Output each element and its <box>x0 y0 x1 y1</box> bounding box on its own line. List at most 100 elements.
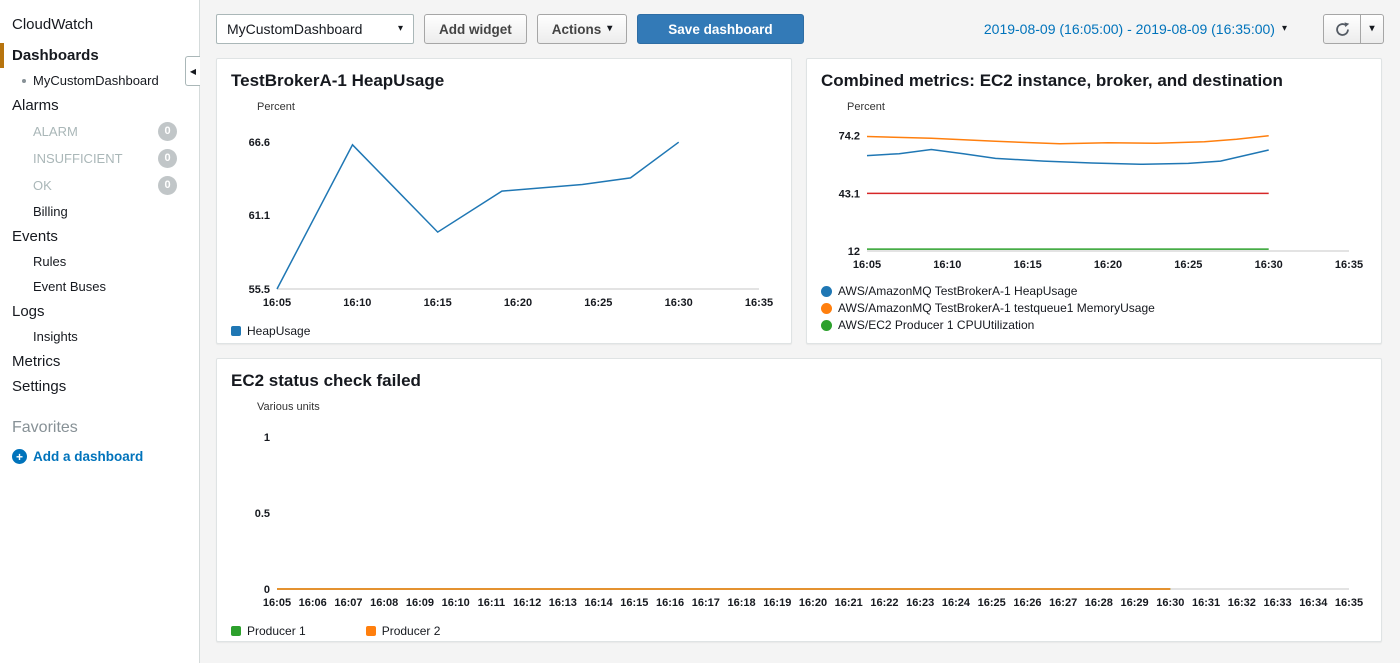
app-title[interactable]: CloudWatch <box>12 16 94 33</box>
x-tick-label: 16:10 <box>442 597 470 609</box>
chevron-down-icon: ▾ <box>1281 23 1287 34</box>
x-tick-label: 16:11 <box>478 597 506 609</box>
x-tick-label: 16:35 <box>745 297 773 309</box>
x-tick-label: 16:23 <box>906 597 934 609</box>
legend-item[interactable]: AWS/EC2 Producer 1 CPUUtilization <box>821 318 1367 332</box>
x-tick-label: 16:10 <box>343 297 371 309</box>
x-tick-label: 16:19 <box>763 597 791 609</box>
sidebar-item-insufficient-state[interactable]: INSUFFICIENT 0 <box>0 145 199 172</box>
time-range-text: 2019-08-09 (16:05:00) - 2019-08-09 (16:3… <box>983 21 1275 37</box>
widget-ec2-status-check: EC2 status check failed Various units 1 0… <box>216 358 1382 642</box>
widget-heapusage: TestBrokerA-1 HeapUsage Percent 66.6 61.1… <box>216 58 792 344</box>
sidebar-item-label: ALARM <box>33 124 78 139</box>
legend-item[interactable]: Producer 1 <box>231 624 306 638</box>
legend-label: HeapUsage <box>247 324 311 338</box>
refresh-button[interactable] <box>1323 14 1361 44</box>
chart-legend: AWS/AmazonMQ TestBrokerA-1 HeapUsage AWS/… <box>821 284 1367 332</box>
widget-title[interactable]: EC2 status check failed <box>231 371 421 390</box>
widget-title[interactable]: TestBrokerA-1 HeapUsage <box>231 71 445 90</box>
x-tick-label: 16:09 <box>406 597 434 609</box>
x-tick-label: 16:10 <box>933 259 961 271</box>
legend-swatch-icon <box>231 626 241 636</box>
x-tick-label: 16:05 <box>853 259 881 271</box>
x-tick-label: 16:16 <box>656 597 684 609</box>
x-tick-label: 16:28 <box>1085 597 1113 609</box>
x-tick-label: 16:31 <box>1192 597 1220 609</box>
sidebar-item-metrics[interactable]: Metrics <box>12 353 61 370</box>
sidebar-item-insights[interactable]: Insights <box>33 329 78 344</box>
x-tick-label: 16:07 <box>334 597 362 609</box>
y-tick-label: 43.1 <box>839 188 860 200</box>
chart-legend: HeapUsage <box>231 324 777 338</box>
chevron-down-icon: ▾ <box>1369 23 1375 34</box>
x-tick-label: 16:20 <box>504 297 532 309</box>
x-tick-label: 16:30 <box>1255 259 1283 271</box>
sidebar-collapse-button[interactable]: ◀ <box>185 56 200 86</box>
sidebar-item-rules[interactable]: Rules <box>33 254 67 269</box>
sidebar-item-billing[interactable]: Billing <box>33 204 68 219</box>
chevron-down-icon: ▾ <box>397 23 403 34</box>
chart-canvas: 66.6 61.1 55.516:05 16:10 16:15 16:20 16:25 16:… <box>249 137 773 309</box>
legend-item[interactable]: Producer 2 <box>365 624 441 638</box>
x-tick-label: 16:30 <box>665 297 693 309</box>
add-dashboard-link[interactable]: + Add a dashboard <box>0 444 199 469</box>
x-tick-label: 16:25 <box>978 597 1006 609</box>
x-tick-label: 16:08 <box>370 597 398 609</box>
alarm-count-badge: 0 <box>158 122 177 141</box>
sidebar-item-ok-state[interactable]: OK 0 <box>0 172 199 199</box>
legend-label: AWS/EC2 Producer 1 CPUUtilization <box>838 318 1035 332</box>
y-tick-label: 66.6 <box>249 137 270 149</box>
time-range-selector[interactable]: 2019-08-09 (16:05:00) - 2019-08-09 (16:3… <box>984 21 1287 37</box>
x-tick-label: 16:22 <box>870 597 898 609</box>
ec2-status-chart[interactable]: 1 0.5 0 16:05 16:06 16:07 16:08 16:09 16:10 16:11… <box>231 415 1367 620</box>
legend-swatch-icon <box>821 302 832 314</box>
bullet-icon <box>22 78 26 83</box>
sidebar-item-label: OK <box>33 178 52 193</box>
y-tick-label: 12 <box>848 246 860 258</box>
y-axis-label: Various units <box>257 401 320 413</box>
x-tick-label: 16:20 <box>1094 259 1122 271</box>
widget-title[interactable]: Combined metrics: EC2 instance, broker, … <box>821 71 1283 90</box>
dashboard-toolbar: MyCustomDashboard ▾ Add widget Actions ▾… <box>200 0 1400 54</box>
sidebar-item-mycustomdashboard[interactable]: MyCustomDashboard <box>0 68 199 93</box>
add-widget-button[interactable]: Add widget <box>424 14 527 44</box>
x-tick-label: 16:15 <box>1014 259 1042 271</box>
x-tick-label: 16:20 <box>799 597 827 609</box>
x-tick-label: 16:12 <box>513 597 541 609</box>
legend-label: Producer 2 <box>381 624 441 638</box>
sidebar-item-settings[interactable]: Settings <box>12 378 67 395</box>
sidebar-item-label: MyCustomDashboard <box>33 73 159 88</box>
sidebar-item-dashboards[interactable]: Dashboards <box>0 43 199 68</box>
legend-item[interactable]: AWS/AmazonMQ TestBrokerA-1 HeapUsage <box>821 284 1367 298</box>
legend-swatch-icon <box>365 626 376 636</box>
x-tick-label: 16:21 <box>835 597 863 609</box>
x-tick-label: 16:34 <box>1299 597 1328 609</box>
legend-swatch-icon <box>231 326 241 336</box>
combined-metrics-chart[interactable]: 74.2 43.1 12 16:05 16:10 16:15 16:20 16:25 16:30… <box>821 115 1367 282</box>
legend-label: AWS/AmazonMQ TestBrokerA-1 testqueue1 Me… <box>838 301 1155 315</box>
legend-item[interactable]: HeapUsage <box>231 324 310 338</box>
sidebar-item-event-buses[interactable]: Event Buses <box>33 279 106 294</box>
insufficient-count-badge: 0 <box>158 149 177 168</box>
refresh-options-button[interactable]: ▾ <box>1361 14 1384 44</box>
dashboard-widgets: TestBrokerA-1 HeapUsage Percent 66.6 61.1… <box>200 54 1400 658</box>
save-dashboard-button[interactable]: Save dashboard <box>637 14 804 44</box>
x-tick-label: 16:05 <box>263 297 291 309</box>
legend-swatch-icon <box>821 285 832 297</box>
heapusage-chart[interactable]: 66.6 61.1 55.5 16:05 16:10 16:15 16:20 16:25 16:… <box>231 115 777 320</box>
refresh-button-group: ▾ <box>1323 14 1384 44</box>
x-tick-label: 16:15 <box>424 297 452 309</box>
sidebar-item-logs[interactable]: Logs <box>12 303 45 320</box>
actions-button[interactable]: Actions ▾ <box>536 14 628 44</box>
legend-item[interactable]: AWS/AmazonMQ TestBrokerA-1 testqueue1 Me… <box>821 301 1367 315</box>
x-tick-label: 16:06 <box>299 597 327 609</box>
sidebar: CloudWatch Dashboards MyCustomDashboard … <box>0 0 200 663</box>
chevron-down-icon: ▾ <box>607 23 613 34</box>
sidebar-item-alarms[interactable]: Alarms <box>12 97 59 114</box>
ok-count-badge: 0 <box>158 176 177 195</box>
sidebar-item-alarm-state[interactable]: ALARM 0 <box>0 118 199 145</box>
series-aws-amazonmq-testbrokera-1-testqueue1-memoryusage <box>866 134 1269 145</box>
dashboard-select[interactable]: MyCustomDashboard ▾ <box>216 14 414 44</box>
sidebar-item-events[interactable]: Events <box>12 228 58 245</box>
